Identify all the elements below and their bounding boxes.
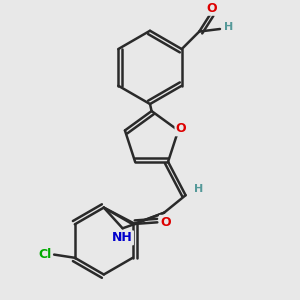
Text: O: O	[207, 2, 217, 15]
Text: H: H	[194, 184, 203, 194]
Text: NH: NH	[112, 231, 133, 244]
Text: O: O	[176, 122, 186, 135]
Text: Cl: Cl	[38, 248, 51, 261]
Text: H: H	[224, 22, 233, 32]
Text: O: O	[160, 216, 171, 229]
